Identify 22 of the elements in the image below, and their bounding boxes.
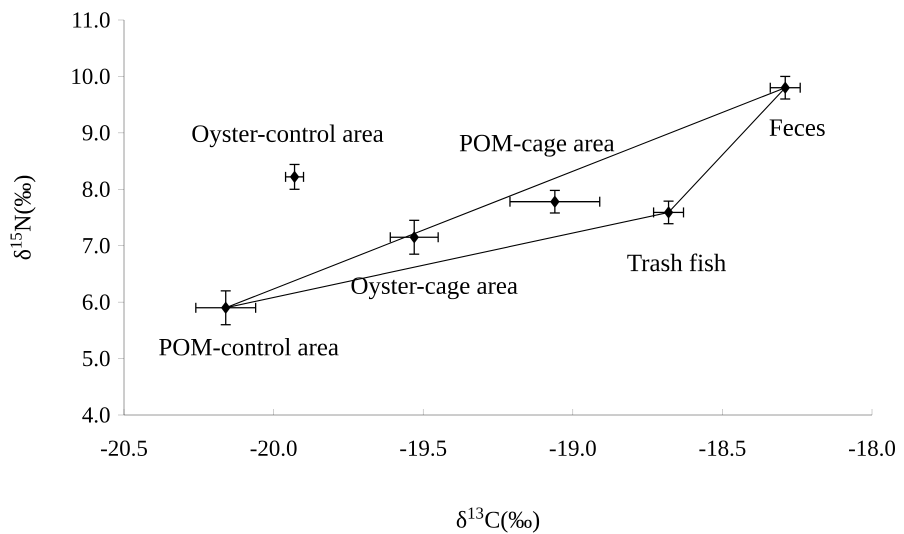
y-tick-label: 7.0 <box>83 238 110 254</box>
y-tick-label: 4.0 <box>82 407 110 423</box>
x-axis-title: δ$^{13}$C(‰) <box>456 507 540 533</box>
annotation: Oyster-control area <box>192 124 384 148</box>
x-tick-label: -20.0 <box>250 440 297 456</box>
y-tick-label: 8.0 <box>82 181 110 198</box>
annotation: POM-control area <box>159 338 339 356</box>
annotation: Feces <box>770 119 825 136</box>
y-axis-title: δ$^{15}$N(‰) <box>10 176 36 260</box>
y-tick-label: 9.0 <box>82 125 110 141</box>
x-tick-label: -18.5 <box>699 440 746 456</box>
annotation: POM-cage area <box>460 134 614 157</box>
y-tick-label: 6.0 <box>82 294 110 310</box>
x-tick-label: -18.0 <box>848 440 896 456</box>
x-tick-label: -19.0 <box>550 440 596 456</box>
x-tick-label: -20.5 <box>100 440 147 456</box>
x-tick-label: -19.5 <box>400 440 446 456</box>
y-tick-label: 5.0 <box>83 350 110 366</box>
annotation: Trash fish <box>627 254 726 272</box>
y-tick-label: 11.0 <box>73 12 110 28</box>
annotation: Oyster-cage area <box>351 277 518 300</box>
y-tick-label: 10.0 <box>72 68 110 84</box>
